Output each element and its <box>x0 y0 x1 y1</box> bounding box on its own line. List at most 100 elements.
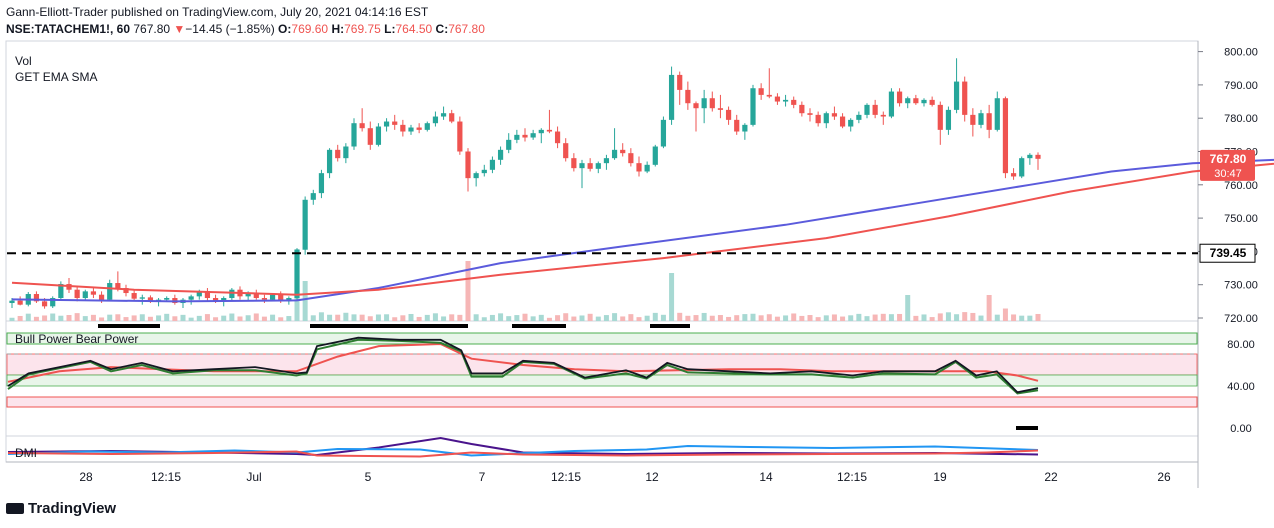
time-tick-label: 19 <box>933 470 947 484</box>
volume-bar <box>872 314 878 321</box>
volume-bar <box>498 313 504 321</box>
volume-bar <box>783 315 789 321</box>
volume-bar <box>799 315 805 321</box>
volume-bar <box>351 314 357 321</box>
candle-body <box>481 169 487 174</box>
candle-body <box>717 108 724 110</box>
candle-body <box>147 297 154 302</box>
volume-bar <box>66 315 72 321</box>
tradingview-logo[interactable]: TradingView <box>6 500 116 517</box>
candle-body <box>864 104 870 115</box>
candle-body <box>660 119 667 147</box>
volume-bar <box>9 317 15 321</box>
candle-body <box>229 289 235 299</box>
volume-bar <box>359 314 365 321</box>
time-tick-label: 14 <box>759 470 773 484</box>
volume-bar <box>82 316 88 321</box>
candle-body <box>131 293 137 299</box>
volume-bar <box>831 314 837 321</box>
volume-bar <box>522 313 528 321</box>
volume-bar <box>17 315 23 321</box>
candle-body <box>742 124 748 132</box>
last-price: 767.80 <box>133 22 171 36</box>
volume-bar <box>188 317 194 321</box>
volume-bar <box>685 315 691 321</box>
volume-bar <box>270 314 276 321</box>
candle-body <box>522 134 528 138</box>
candle-body <box>432 116 439 124</box>
candle-body <box>587 163 593 169</box>
oscillator-tick-label: 80.00 <box>1227 339 1255 351</box>
volume-bar <box>612 313 618 321</box>
last-price-label: 767.80 <box>1210 152 1247 166</box>
volume-bar <box>278 317 284 321</box>
candle-body <box>913 98 919 104</box>
volume-bar <box>286 316 292 321</box>
volume-bar <box>375 314 381 321</box>
candle-body <box>758 88 764 95</box>
volume-bar <box>343 312 349 321</box>
volume-bar <box>766 314 772 321</box>
volume-bar <box>571 316 577 321</box>
volume-bar <box>156 315 162 321</box>
volume-bar <box>237 316 243 321</box>
candle-body <box>221 298 227 302</box>
candle-body <box>978 113 984 125</box>
price-tick-label: 720.00 <box>1224 313 1258 325</box>
volume-bar <box>742 314 748 321</box>
candle-body <box>318 173 325 194</box>
candle-body <box>677 74 683 90</box>
price-tick-label: 750.00 <box>1224 213 1258 225</box>
candle-body <box>457 121 463 152</box>
tv-logo-icon <box>6 503 24 514</box>
candle-body <box>945 109 952 130</box>
volume-bar <box>921 314 927 321</box>
volume-bar <box>620 316 626 321</box>
candle-body <box>856 114 862 120</box>
candle-body <box>668 74 675 120</box>
volume-bar <box>595 316 601 321</box>
volume-bar <box>335 314 341 321</box>
candle-body <box>253 293 259 299</box>
candle-body <box>929 99 935 105</box>
volume-bar <box>131 315 137 321</box>
volume-bar <box>636 317 642 321</box>
volume-bar <box>774 316 780 321</box>
volume-bar <box>302 281 308 321</box>
candle-body <box>603 158 610 164</box>
candle-body <box>98 294 105 300</box>
volume-bar <box>310 315 316 321</box>
candle-body <box>563 143 569 159</box>
candle-body <box>17 300 23 305</box>
candle-body <box>408 127 414 132</box>
volume-bar <box>856 313 862 321</box>
candle-body <box>538 129 544 134</box>
candle-body <box>139 297 145 299</box>
volume-bar <box>50 313 56 321</box>
candle-body <box>359 123 365 129</box>
candle-body <box>701 98 707 109</box>
candle-body <box>375 126 382 145</box>
volume-bar <box>970 312 976 321</box>
time-tick-label: 5 <box>365 470 372 484</box>
candle-body <box>595 163 601 169</box>
volume-bar <box>945 312 951 321</box>
oscillator-tick-label: 40.00 <box>1227 381 1255 393</box>
candle-body <box>807 113 813 115</box>
candle-body <box>644 164 650 172</box>
oscillator-tick-label: 0.00 <box>1230 423 1251 435</box>
candle-body <box>750 88 756 125</box>
candle-body <box>107 283 113 300</box>
last-price-tag <box>1200 149 1255 181</box>
volume-bar <box>1027 315 1033 321</box>
volume-bar <box>506 316 512 321</box>
volume-bar <box>709 315 715 321</box>
level-price-tag <box>1199 243 1256 263</box>
candle-body <box>791 99 797 105</box>
volume-bar <box>538 314 544 321</box>
candle-body <box>269 294 276 300</box>
candle-body <box>880 114 886 117</box>
candle-body <box>734 119 740 132</box>
candle-body <box>1019 158 1025 177</box>
